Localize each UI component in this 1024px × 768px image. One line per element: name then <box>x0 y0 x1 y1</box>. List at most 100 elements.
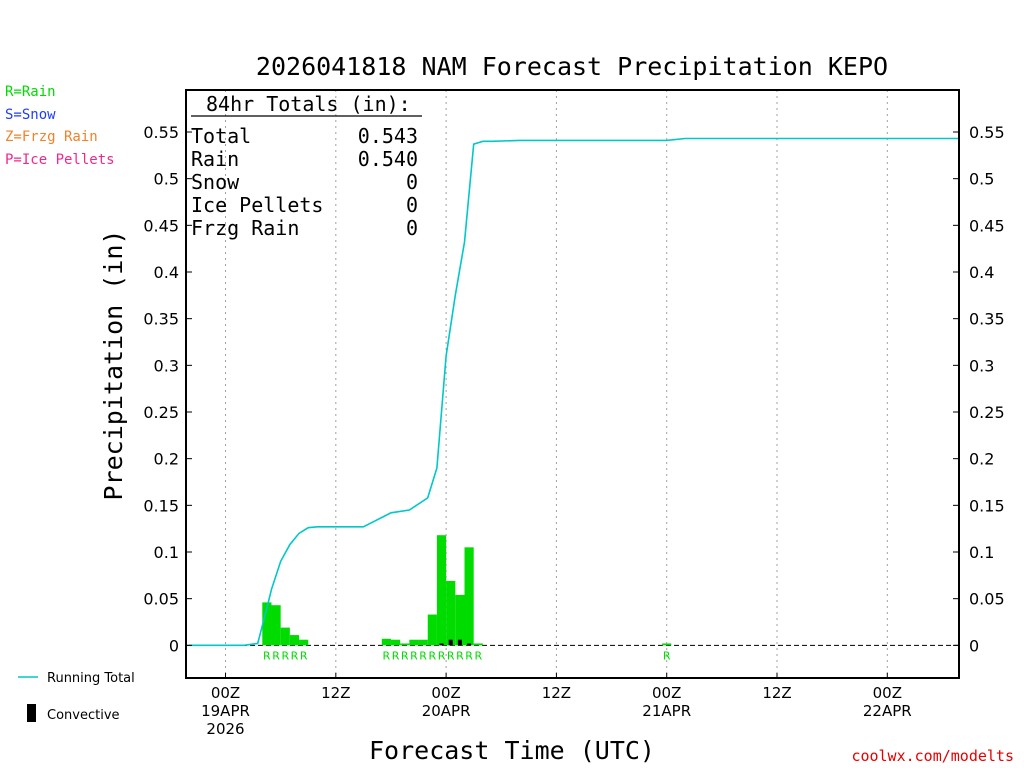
precip-bar <box>436 535 447 646</box>
legend-ice-pellets: P=Ice Pellets <box>5 152 115 168</box>
bar-type-label: R <box>401 649 409 662</box>
y-tick-label-right: 0.55 <box>969 123 1005 142</box>
convective-bars-group <box>439 639 472 646</box>
precip-bar <box>299 639 309 646</box>
bar-type-label: R <box>281 649 289 662</box>
precip-bar <box>446 580 456 646</box>
x-tick-label: 20APR <box>422 702 471 720</box>
bar-type-label: R <box>474 649 482 662</box>
y-tick-label-left: 0.25 <box>143 403 179 422</box>
x-tick-label: 12Z <box>542 684 571 702</box>
y-tick-label-left: 0.5 <box>154 170 179 189</box>
bar-type-label: R <box>438 649 446 662</box>
x-axis-label: Forecast Time (UTC) <box>369 736 655 765</box>
y-tick-label-left: 0.15 <box>143 496 179 515</box>
precip-bar <box>280 627 290 646</box>
x-tick-label: 2026 <box>206 720 244 738</box>
y-tick-label-right: 0 <box>969 636 979 655</box>
legend-snow: S=Snow <box>5 107 56 123</box>
precip-bar <box>464 547 474 646</box>
totals-label-total: Total <box>191 124 251 148</box>
bar-type-label: R <box>419 649 427 662</box>
bar-type-label: R <box>291 649 299 662</box>
legend-rain: R=Rain <box>5 84 56 100</box>
totals-value-snow: 0 <box>406 170 418 194</box>
y-tick-label-right: 0.45 <box>969 216 1005 235</box>
bar-type-label: R <box>263 649 271 662</box>
y-tick-label-left: 0.35 <box>143 310 179 329</box>
y-tick-label-right: 0.2 <box>969 450 994 469</box>
totals-value-frzg-rain: 0 <box>406 216 418 240</box>
credit-text: coolwx.com/modelts <box>851 747 1014 765</box>
y-tick-label-right: 0.35 <box>969 310 1005 329</box>
totals-value-ice-pellets: 0 <box>406 193 418 217</box>
precip-bar <box>427 614 437 646</box>
x-tick-label: 12Z <box>762 684 791 702</box>
precip-bar <box>289 635 300 646</box>
x-tick-label: 00Z <box>873 684 902 702</box>
precip-bar <box>662 643 672 646</box>
totals-label-ice-pellets: Ice Pellets <box>191 193 323 217</box>
precip-bar <box>381 638 391 646</box>
y-tick-label-left: 0.1 <box>154 543 179 562</box>
convective-bar <box>439 643 444 646</box>
totals-value-total: 0.543 <box>358 124 418 148</box>
x-tick-label: 22APR <box>863 702 912 720</box>
y-tick-label-right: 0.25 <box>969 403 1005 422</box>
x-tick-label: 00Z <box>431 684 460 702</box>
series-legend: Running Total Convective <box>18 671 135 723</box>
convective-bar <box>448 639 453 646</box>
convective-bar <box>457 639 462 646</box>
gridlines <box>225 90 888 678</box>
precip-bar <box>400 643 410 646</box>
precip-bar <box>418 639 428 646</box>
totals-box: 84hr Totals (in): Total 0.543 Rain 0.540… <box>191 92 422 240</box>
bar-type-label: R <box>429 649 437 662</box>
convective-bar <box>467 643 472 646</box>
y-tick-label-left: 0.55 <box>143 123 179 142</box>
y-tick-label-right: 0.1 <box>969 543 994 562</box>
totals-header: 84hr Totals (in): <box>206 92 411 116</box>
y-tick-label-left: 0 <box>169 636 179 655</box>
y-axis-label: Precipitation (in) <box>99 230 128 501</box>
chart-title: 2026041818 NAM Forecast Precipitation KE… <box>256 52 888 81</box>
y-axis-ticks: 0 00.05 0.050.1 0.10.15 0.150.2 0.20.25 0.250.… <box>143 123 1004 655</box>
convective-legend-label: Convective <box>47 708 120 723</box>
y-tick-label-left: 0.05 <box>143 590 179 609</box>
x-tick-label: 00Z <box>211 684 240 702</box>
bar-type-label: R <box>410 649 418 662</box>
y-tick-label-right: 0.4 <box>969 263 994 282</box>
precip-bar <box>271 605 281 646</box>
running-total-legend-label: Running Total <box>47 671 135 686</box>
bars-group <box>262 535 672 646</box>
precip-bar <box>409 639 419 646</box>
totals-value-rain: 0.540 <box>358 147 418 171</box>
bar-type-label: R <box>456 649 464 662</box>
bar-type-label: R <box>447 649 455 662</box>
precip-bar <box>455 594 465 646</box>
convective-swatch <box>27 704 36 722</box>
precip-bar <box>390 639 401 646</box>
precip-bar <box>473 643 483 646</box>
y-tick-label-left: 0.3 <box>154 356 179 375</box>
bar-type-label: R <box>383 649 391 662</box>
totals-label-snow: Snow <box>191 170 240 194</box>
bar-type-label: R <box>465 649 473 662</box>
x-tick-label: 00Z <box>652 684 681 702</box>
y-tick-label-left: 0.45 <box>143 216 179 235</box>
running-total-line <box>188 137 959 647</box>
precip-bar <box>262 602 272 646</box>
bar-type-label: R <box>272 649 280 662</box>
totals-label-frzg-rain: Frzg Rain <box>191 216 299 240</box>
y-tick-label-right: 0.5 <box>969 170 994 189</box>
bar-type-label: R <box>300 649 308 662</box>
y-tick-label-right: 0.15 <box>969 496 1005 515</box>
totals-label-rain: Rain <box>191 147 239 171</box>
bar-type-label: R <box>663 649 671 662</box>
legend-frzg-rain: Z=Frzg Rain <box>5 129 98 145</box>
x-tick-label: 12Z <box>321 684 350 702</box>
